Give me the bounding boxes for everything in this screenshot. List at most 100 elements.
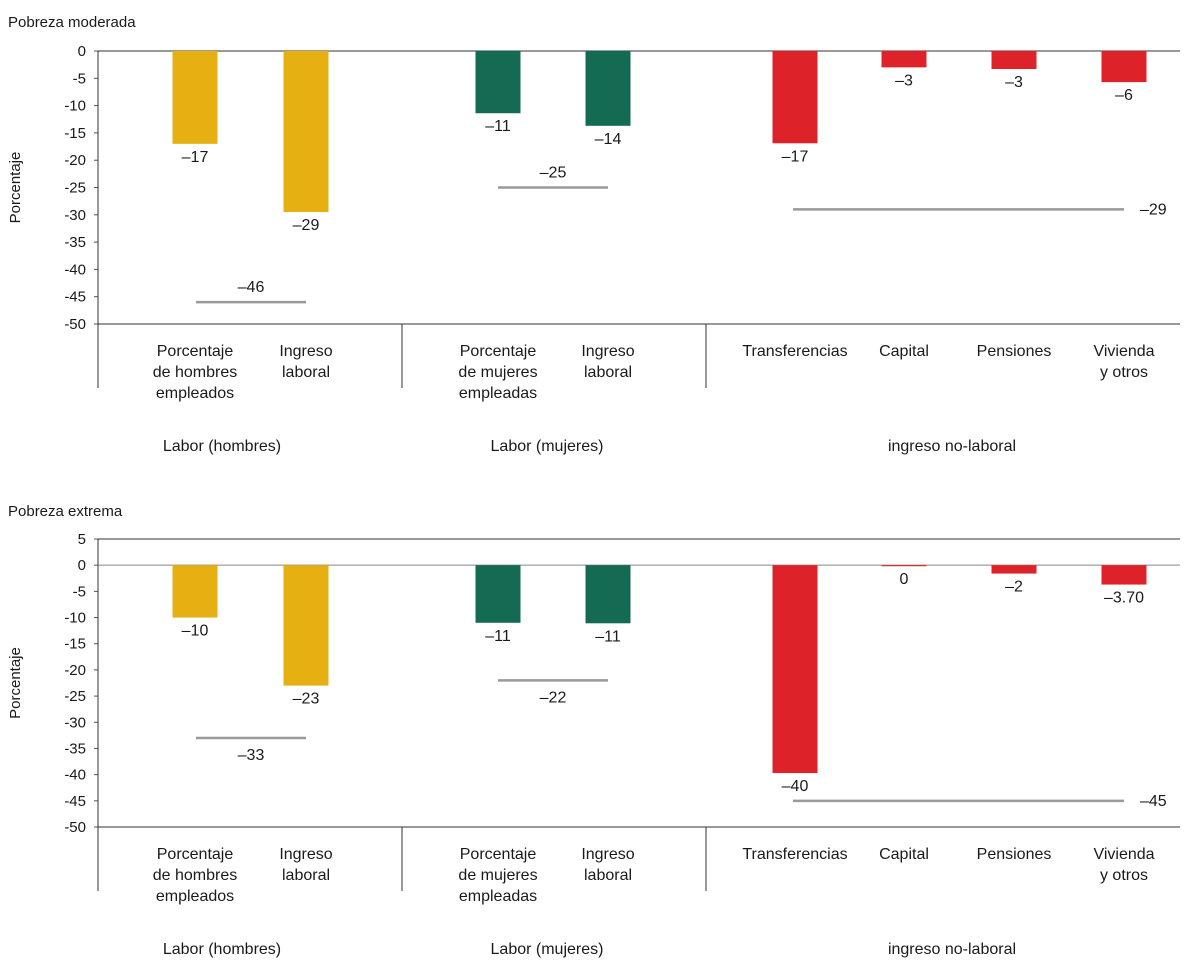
category-label: laboral <box>282 364 330 381</box>
category-label: Transferencias <box>742 343 847 360</box>
group-label: ingreso no-laboral <box>888 438 1016 455</box>
category-label: de hombres <box>153 867 238 884</box>
category-label: de mujeres <box>458 867 537 884</box>
bar-value-label: –11 <box>595 628 621 645</box>
bar <box>172 565 218 618</box>
bar <box>772 51 818 144</box>
bar-value-label: –11 <box>485 628 511 645</box>
y-tick-label: 5 <box>78 531 86 548</box>
bar-value-label: –10 <box>182 623 209 640</box>
bar-value-label: –17 <box>782 148 809 165</box>
chart-title: Pobreza extrema <box>8 503 123 520</box>
category-label: Vivienda <box>1093 846 1154 863</box>
bar <box>1101 51 1147 83</box>
category-label: Capital <box>879 343 929 360</box>
chart-title: Pobreza moderada <box>8 14 136 31</box>
y-tick-label: -5 <box>73 70 86 87</box>
category-label: laboral <box>282 867 330 884</box>
bar-value-label: –14 <box>595 131 622 148</box>
bar-value-label: –17 <box>182 149 209 166</box>
y-tick-label: -35 <box>64 740 86 757</box>
category-label: empleadas <box>459 888 537 905</box>
category-label: laboral <box>584 867 632 884</box>
category-label: de mujeres <box>458 364 537 381</box>
category-label: laboral <box>584 364 632 381</box>
y-tick-label: -10 <box>64 98 86 115</box>
y-tick-label: -10 <box>64 610 86 627</box>
y-tick-label: -45 <box>64 289 86 306</box>
group-total-label: –45 <box>1140 793 1167 810</box>
bar <box>1101 565 1147 585</box>
category-label: empleadas <box>459 385 537 402</box>
bar <box>585 51 631 126</box>
bar-value-label: –2 <box>1005 579 1023 596</box>
bar-value-label: –11 <box>485 118 511 135</box>
category-label: Pensiones <box>977 846 1052 863</box>
category-label: Porcentaje <box>460 846 537 863</box>
bar-value-label: –3 <box>1005 74 1023 91</box>
category-label: Ingreso <box>279 343 332 360</box>
y-tick-label: -30 <box>64 207 86 224</box>
group-label: ingreso no-laboral <box>888 941 1016 958</box>
y-tick-label: 0 <box>78 43 86 60</box>
bar <box>283 565 329 686</box>
group-total-label: –46 <box>238 279 265 296</box>
bar <box>881 51 927 68</box>
y-tick-label: -20 <box>64 152 86 169</box>
bar-value-label: –23 <box>293 691 320 708</box>
y-tick-label: -50 <box>64 819 86 836</box>
category-label: Porcentaje <box>460 343 537 360</box>
group-total-label: –29 <box>1140 201 1167 218</box>
y-tick-label: -40 <box>64 261 86 278</box>
group-label: Labor (mujeres) <box>491 941 604 958</box>
bar <box>585 565 631 624</box>
bar <box>881 565 927 567</box>
y-tick-label: -15 <box>64 125 86 142</box>
y-tick-label: -25 <box>64 180 86 197</box>
bar-value-label: –6 <box>1115 87 1133 104</box>
bar <box>991 565 1037 574</box>
bar <box>172 51 218 144</box>
bar <box>283 51 329 213</box>
y-tick-label: -45 <box>64 793 86 810</box>
y-axis-label: Porcentaje <box>7 647 24 719</box>
bar <box>772 565 818 774</box>
category-label: Capital <box>879 846 929 863</box>
group-label: Labor (mujeres) <box>491 438 604 455</box>
category-label: Transferencias <box>742 846 847 863</box>
y-tick-label: 0 <box>78 557 86 574</box>
category-label: Ingreso <box>581 846 634 863</box>
category-label: y otros <box>1100 867 1148 884</box>
bar-value-label: –3 <box>895 72 913 89</box>
category-label: Porcentaje <box>157 846 234 863</box>
group-label: Labor (hombres) <box>163 941 281 958</box>
category-label: empleados <box>156 385 234 402</box>
group-total-label: –25 <box>540 165 567 182</box>
bar-value-label: 0 <box>900 571 909 588</box>
bar-value-label: –40 <box>782 778 809 795</box>
y-tick-label: -15 <box>64 636 86 653</box>
category-label: empleados <box>156 888 234 905</box>
y-axis-label: Porcentaje <box>7 152 24 224</box>
bar-value-label: –29 <box>293 217 320 234</box>
bar-value-label: –3.70 <box>1104 590 1144 607</box>
category-label: Porcentaje <box>157 343 234 360</box>
category-label: Ingreso <box>279 846 332 863</box>
y-tick-label: -25 <box>64 688 86 705</box>
category-label: de hombres <box>153 364 238 381</box>
group-total-label: –33 <box>238 747 265 764</box>
group-total-label: –22 <box>540 689 567 706</box>
y-tick-label: -35 <box>64 234 86 251</box>
category-label: y otros <box>1100 364 1148 381</box>
bar <box>475 565 521 623</box>
category-label: Vivienda <box>1093 343 1154 360</box>
y-tick-label: -30 <box>64 714 86 731</box>
category-label: Pensiones <box>977 343 1052 360</box>
y-tick-label: -40 <box>64 767 86 784</box>
y-tick-label: -20 <box>64 662 86 679</box>
bar <box>475 51 521 114</box>
category-label: Ingreso <box>581 343 634 360</box>
bar <box>991 51 1037 70</box>
group-label: Labor (hombres) <box>163 438 281 455</box>
